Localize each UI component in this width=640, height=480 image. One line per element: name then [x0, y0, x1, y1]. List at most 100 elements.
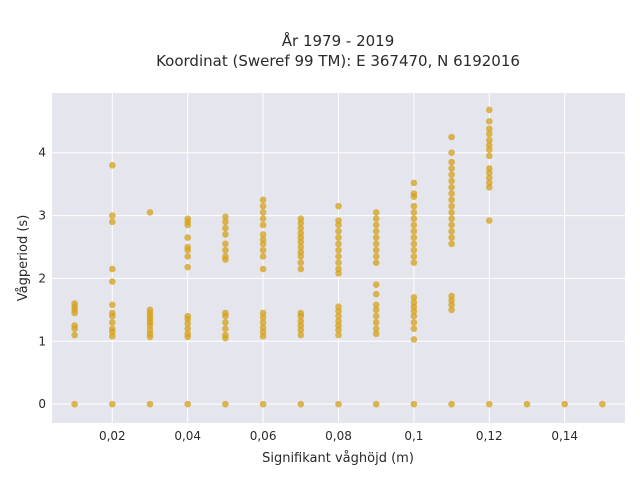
data-point	[372, 281, 380, 289]
data-point	[259, 202, 267, 210]
data-point	[146, 400, 154, 408]
x-axis-title: Signifikant våghöjd (m)	[262, 451, 414, 466]
data-point	[410, 325, 418, 333]
x-tick-label: 0,02	[99, 429, 126, 443]
data-point	[259, 215, 267, 223]
data-point	[222, 319, 229, 326]
data-point	[184, 263, 192, 271]
data-point	[259, 319, 267, 326]
data-point	[372, 301, 380, 309]
x-tick-labels: 0,02 0,04 0,06 0,08 0,1 0,12 0,14	[99, 429, 578, 443]
data-point	[335, 227, 342, 235]
data-point	[410, 259, 418, 267]
data-point	[448, 171, 455, 179]
data-point	[259, 231, 267, 238]
data-point	[372, 234, 380, 241]
data-point	[335, 246, 342, 254]
data-point	[259, 309, 267, 317]
data-point	[485, 106, 493, 114]
data-point	[297, 215, 305, 223]
data-point	[335, 400, 342, 408]
data-point	[410, 293, 418, 301]
data-point	[184, 400, 192, 408]
data-point	[146, 209, 154, 216]
data-point	[259, 400, 267, 408]
data-point	[109, 325, 116, 333]
data-point	[297, 224, 305, 232]
data-point	[410, 221, 418, 229]
data-point	[297, 400, 305, 408]
data-point	[184, 215, 192, 223]
data-point	[485, 174, 493, 182]
data-point	[184, 330, 192, 338]
data-point	[448, 183, 455, 191]
data-point	[297, 248, 305, 256]
data-point	[109, 218, 116, 226]
data-point	[222, 253, 229, 260]
chart-title-line-2: Koordinat (Sweref 99 TM): E 367470, N 61…	[156, 52, 520, 70]
data-point	[372, 221, 380, 229]
data-point	[523, 400, 531, 408]
data-point	[410, 202, 418, 210]
data-point	[222, 218, 229, 226]
data-point	[410, 336, 418, 343]
y-tick-label: 4	[38, 146, 46, 160]
y-tick-labels: 0 1 2 3 4	[38, 146, 46, 411]
data-point	[222, 400, 229, 408]
x-tick-label: 0,08	[325, 429, 352, 443]
data-point	[485, 117, 493, 125]
data-point	[448, 158, 455, 166]
y-tick-label: 1	[38, 334, 46, 348]
data-point	[335, 240, 342, 248]
data-point	[448, 221, 455, 229]
data-point	[109, 278, 116, 285]
data-point	[599, 400, 606, 408]
x-tick-label: 0,04	[174, 429, 201, 443]
data-point	[448, 202, 455, 210]
data-point	[448, 227, 455, 235]
data-point	[485, 125, 493, 133]
data-point	[372, 209, 380, 216]
data-points	[71, 106, 606, 408]
data-point	[297, 259, 305, 267]
data-point	[372, 400, 380, 408]
data-point	[372, 306, 380, 314]
data-point	[448, 196, 455, 204]
data-point	[410, 253, 418, 260]
data-point	[372, 259, 380, 267]
data-point	[372, 253, 380, 260]
data-point	[259, 221, 267, 229]
data-point	[335, 259, 342, 267]
y-tick-label: 3	[38, 209, 46, 223]
data-point	[146, 306, 154, 314]
data-point	[297, 229, 305, 237]
data-point	[259, 253, 267, 260]
data-point	[335, 253, 342, 260]
data-point	[259, 236, 267, 243]
data-point	[184, 234, 192, 241]
data-point	[335, 265, 342, 273]
data-point	[297, 309, 305, 317]
data-point	[222, 325, 229, 333]
chart-title-line-1: År 1979 - 2019	[282, 31, 395, 50]
data-point	[372, 246, 380, 254]
data-point	[448, 215, 455, 223]
data-point	[448, 234, 455, 241]
data-point	[259, 324, 267, 331]
data-point	[71, 400, 78, 408]
data-point	[259, 209, 267, 216]
data-point	[372, 312, 380, 320]
data-point	[372, 325, 380, 333]
data-point	[259, 265, 267, 273]
data-point	[485, 165, 493, 172]
data-point	[335, 202, 342, 210]
data-point	[448, 133, 455, 141]
data-point	[222, 240, 229, 248]
data-point	[448, 400, 455, 408]
data-point	[448, 240, 455, 248]
data-point	[71, 300, 78, 307]
data-point	[448, 190, 455, 197]
data-point	[410, 312, 418, 320]
data-point	[297, 331, 305, 339]
